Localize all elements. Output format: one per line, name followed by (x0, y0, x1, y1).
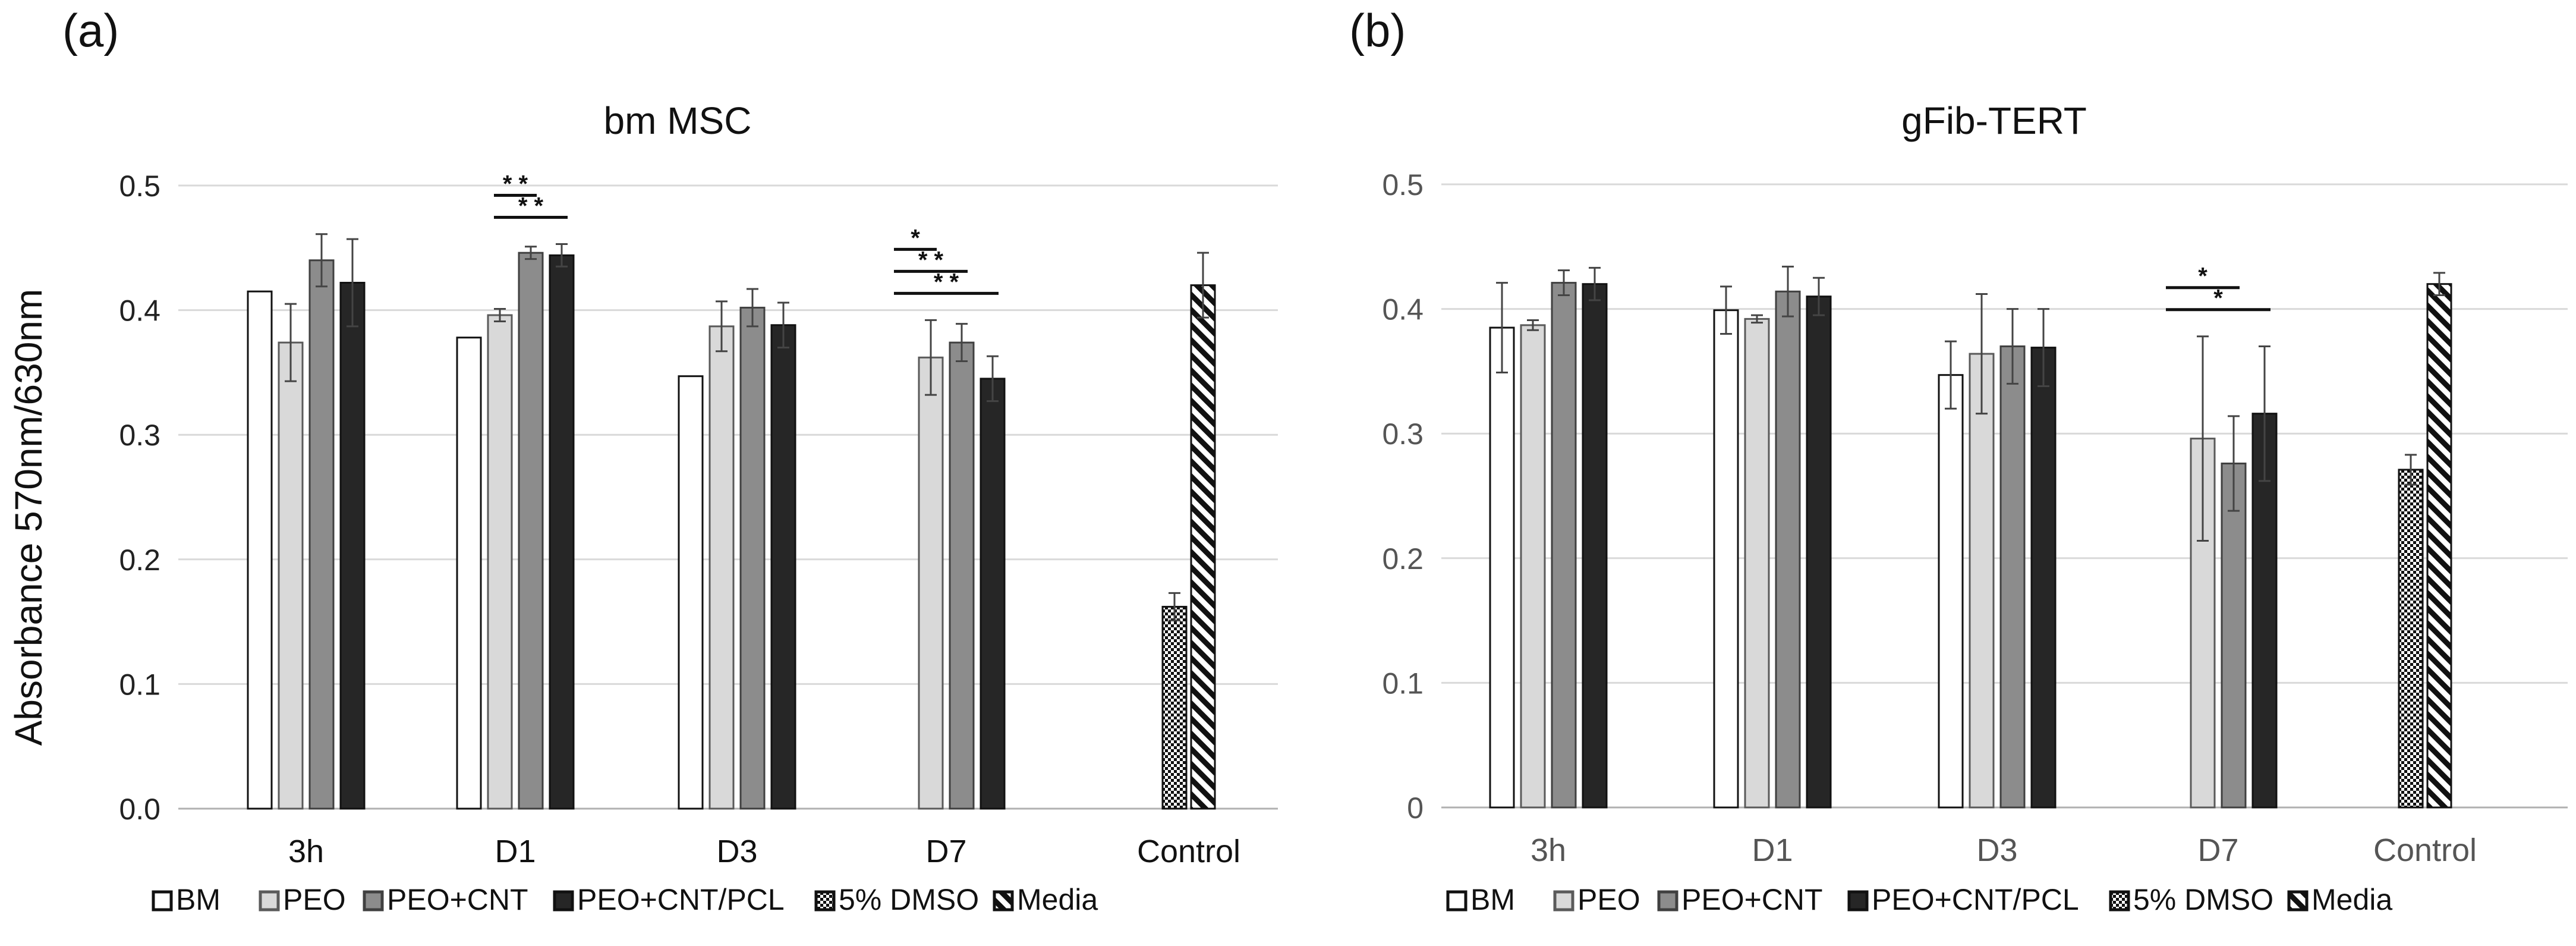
legend-swatch-peo-cnt (1657, 890, 1679, 912)
x-tick-label-3h: 3h (1531, 832, 1566, 868)
x-tick-label-d3: D3 (1976, 832, 2017, 868)
y-tick-label: 0.3 (1382, 417, 1424, 451)
bar-peo-cnt-pcl-d7 (980, 378, 1006, 810)
y-tick-label: 0.4 (119, 294, 160, 328)
legend-label-peo: PEO (283, 883, 346, 916)
bar-peo-cnt-d7 (949, 341, 975, 810)
bar-peo-cnt-d3 (739, 306, 766, 810)
legend-label-peo: PEO (1577, 883, 1640, 916)
bar-peo-cnt-d1 (1775, 290, 1801, 809)
y-tick-label: 0.1 (119, 668, 160, 701)
legend-swatch-peo (259, 890, 280, 912)
bar-peo-cnt-pcl-3h (339, 281, 366, 810)
legend-swatch-peo (1553, 890, 1574, 912)
chart-gfib-tert: gFib-TERT 0 0.1 0.2 0.3 0.4 0.5 3h D1 D3 D7 Control… (1382, 99, 2568, 916)
y-tick-label: 0.5 (1382, 168, 1424, 202)
legend-label-5-dmso: 5% DMSO (839, 883, 979, 916)
bar-bm-d1 (456, 337, 482, 810)
legend-swatch-peo-cnt (363, 890, 384, 912)
y-tick-label: 0.2 (119, 543, 160, 577)
legend-label-media: Media (2312, 883, 2392, 916)
bar-peo-cnt-pcl-d3 (770, 324, 796, 810)
chart-bm-msc: bm MSC 0.0 0.1 0.2 0.3 0.4 0.5 3h D1 D3 D7 Control *… (119, 99, 1278, 916)
legend-label-peo-cnt: PEO+CNT (1681, 883, 1823, 916)
bar-peo-d1 (1744, 318, 1770, 809)
significance-label: * * (918, 247, 944, 273)
legend-swatch-peo-cnt-pcl (553, 890, 574, 912)
legend-swatch-5-dmso (2109, 890, 2130, 912)
y-tick-label: 0.5 (119, 169, 160, 203)
legend-swatch-bm (1446, 890, 1467, 912)
bar-peo-cnt-3h (308, 259, 335, 810)
legend-swatch-peo-cnt-pcl (1847, 890, 1869, 912)
significance-label: * (911, 225, 920, 251)
panel-label-b: (b) (1349, 4, 1406, 56)
significance-label: * * (934, 269, 959, 295)
chart-title: bm MSC (604, 99, 752, 142)
bar-peo-3h (1520, 324, 1546, 809)
legend-swatch-media (2287, 890, 2309, 912)
bar-peo-cnt-pcl-d3 (2030, 347, 2057, 809)
panel-label-a: (a) (62, 4, 119, 56)
y-tick-label: 0.0 (119, 793, 160, 826)
x-tick-label-d1: D1 (1752, 832, 1793, 868)
x-tick-label-d1: D1 (495, 834, 536, 869)
bar-5-dmso-control (2398, 469, 2424, 809)
legend-swatch-bm (152, 890, 173, 912)
x-tick-label-control: Control (2373, 832, 2477, 868)
legend-label-bm: BM (1470, 883, 1515, 916)
y-tick-label: 0.4 (1382, 293, 1424, 326)
x-tick-label-d3: D3 (716, 834, 757, 869)
significance-label: * * (518, 193, 544, 219)
bar-peo-cnt-d1 (518, 252, 544, 810)
bar-media-control (2426, 283, 2452, 809)
y-tick-label: 0.1 (1382, 667, 1424, 700)
legend: BM PEO PEO+CNT PEO+CNT/PCL 5% DMSO Media (1446, 883, 2392, 916)
bar-peo-cnt-pcl-d1 (1806, 296, 1832, 809)
legend-label-peo-cnt-pcl: PEO+CNT/PCL (1872, 883, 2079, 916)
legend-swatch-5-dmso (814, 890, 836, 912)
x-tick-label-d7: D7 (925, 834, 966, 869)
legend-label-bm: BM (176, 883, 221, 916)
significance-label: * * (503, 171, 528, 197)
legend-label-peo-cnt-pcl: PEO+CNT/PCL (577, 883, 785, 916)
bar-peo-cnt-d3 (1999, 345, 2026, 809)
bar-peo-d7 (918, 356, 944, 810)
legend-label-peo-cnt: PEO+CNT (387, 883, 528, 916)
significance-label: * (2213, 285, 2223, 312)
bar-peo-cnt-pcl-3h (1582, 283, 1608, 809)
y-tick-label: 0 (1407, 791, 1424, 825)
legend-swatch-media (993, 890, 1014, 912)
bar-peo-d3 (708, 325, 735, 810)
legend-label-media: Media (1017, 883, 1098, 916)
bar-bm-d3 (1938, 374, 1964, 809)
bar-media-control (1190, 284, 1216, 810)
y-axis-label: Absorbance 570nm/630nm (7, 289, 50, 746)
x-tick-label-d7: D7 (2197, 832, 2238, 868)
legend-label-5-dmso: 5% DMSO (2133, 883, 2273, 916)
bar-peo-d3 (1969, 353, 1995, 809)
bar-bm-d1 (1713, 309, 1739, 809)
bar-bm-3h (247, 290, 273, 810)
bar-peo-cnt-d7 (2221, 463, 2247, 809)
x-tick-label-3h: 3h (288, 834, 324, 869)
bar-bm-d3 (678, 375, 704, 810)
bar-bm-3h (1489, 326, 1515, 809)
x-tick-label-control: Control (1137, 834, 1240, 869)
significance-label: * (2198, 263, 2207, 290)
bar-peo-cnt-3h (1551, 282, 1577, 809)
legend: BM PEO PEO+CNT PEO+CNT/PCL 5% DMSO Media (152, 883, 1098, 916)
bar-peo-3h (278, 341, 304, 810)
y-tick-label: 0.3 (119, 419, 160, 452)
y-tick-label: 0.2 (1382, 542, 1424, 576)
chart-title: gFib-TERT (1901, 99, 2087, 142)
bar-peo-d1 (487, 314, 513, 810)
bar-peo-cnt-pcl-d1 (549, 254, 575, 810)
bar-5-dmso-control (1161, 605, 1188, 810)
